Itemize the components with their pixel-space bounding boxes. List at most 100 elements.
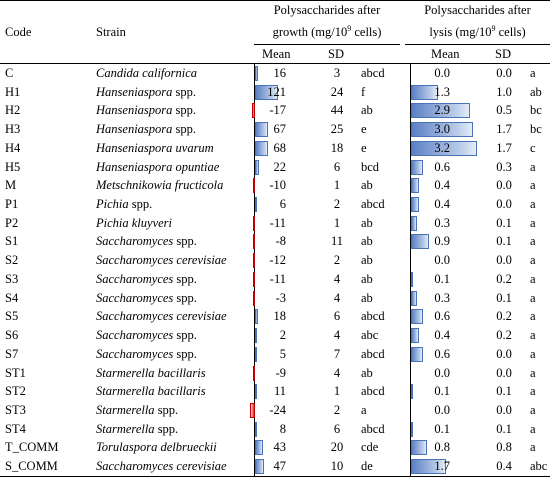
lysis-mean-bar (411, 103, 471, 119)
row-code: S2 (5, 253, 19, 268)
row-strain: Saccharomyces cerevisiae (96, 459, 227, 474)
lysis-sd: 1.7 (496, 140, 512, 155)
lysis-sd: 1.7 (496, 122, 512, 137)
growth-significance: ab (361, 103, 373, 118)
row-strain: Starmerella bacillaris (96, 384, 206, 399)
lysis-mean-bar (411, 159, 424, 175)
growth-mean-bar (255, 328, 257, 344)
lysis-mean: 0.4 (434, 197, 450, 212)
header-lysis-line2: lysis (mg/109 cells) (429, 24, 526, 39)
lysis-subrule (405, 44, 550, 45)
growth-mean: -3 (275, 290, 286, 305)
growth-sd: 44 (330, 103, 344, 118)
growth-sd: 6 (333, 421, 341, 436)
lysis-mean-bar (411, 122, 473, 138)
growth-mean: 11 (273, 384, 286, 399)
growth-sd: 1 (333, 215, 341, 230)
row-strain: Saccharomyces spp. (96, 234, 197, 249)
growth-sd: 6 (333, 309, 341, 324)
growth-mean: 68 (273, 140, 287, 155)
growth-significance: e (361, 140, 367, 155)
growth-sd: 1 (333, 384, 341, 399)
lysis-mean-bar (411, 290, 418, 306)
row-code: S_COMM (5, 459, 58, 474)
lysis-mean: 0.4 (434, 178, 450, 193)
row-strain: Saccharomyces cerevisiae (96, 309, 227, 324)
row-code: H1 (5, 84, 21, 99)
lysis-mean-bar (411, 197, 420, 213)
lysis-significance: a (530, 402, 536, 417)
lysis-significance: a (530, 234, 536, 249)
row-strain: Pichia kluyveri (96, 215, 173, 230)
growth-subrule (254, 44, 400, 45)
lysis-mean: 0.6 (434, 159, 450, 174)
growth-mean: -9 (275, 365, 286, 380)
growth-sd: 10 (330, 459, 344, 474)
growth-mean: 22 (273, 159, 287, 174)
row-strain: Metschnikowia fructicola (96, 178, 224, 193)
growth-significance: f (361, 84, 366, 99)
lysis-significance: a (530, 346, 536, 361)
lysis-mean: 0.0 (434, 402, 450, 417)
growth-significance: ab (361, 234, 373, 249)
lysis-sd: 0.1 (496, 234, 512, 249)
lysis-mean: 0.0 (434, 365, 450, 380)
growth-sd: 4 (333, 328, 341, 343)
lysis-sd: 0.0 (496, 346, 512, 361)
row-code: M (5, 178, 17, 193)
lysis-sd: 1.0 (496, 84, 512, 99)
lysis-mean: 0.1 (434, 271, 450, 286)
growth-significance: a (361, 402, 367, 417)
lysis-sd: 0.2 (496, 309, 512, 324)
row-strain: Hanseniaspora spp. (96, 103, 197, 118)
lysis-significance: a (530, 309, 536, 324)
lysis-sd: 0.1 (496, 421, 512, 436)
growth-significance: abc (361, 328, 379, 343)
lysis-sd: 0.0 (496, 402, 512, 417)
lysis-sd: 0.4 (496, 459, 512, 474)
lysis-bar-axis (410, 64, 411, 477)
lysis-mean: 0.6 (434, 346, 450, 361)
header-lysis-line1: Polysaccharides after (424, 3, 531, 17)
row-code: H5 (5, 159, 21, 174)
growth-mean: 121 (267, 84, 286, 99)
growth-mean: 5 (279, 346, 286, 361)
growth-significance: cde (361, 440, 379, 455)
growth-mean-bar (255, 309, 259, 325)
lysis-sd: 0.0 (496, 365, 512, 380)
lysis-significance: a (530, 197, 536, 212)
growth-mean-bar (251, 103, 255, 119)
lysis-significance: bc (530, 122, 542, 137)
growth-mean-bar (252, 271, 255, 287)
growth-significance: ab (361, 178, 373, 193)
growth-sd: 6 (333, 159, 341, 174)
growth-sd: 24 (330, 84, 344, 99)
growth-mean: 67 (273, 122, 287, 137)
growth-mean-bar (255, 440, 264, 456)
lysis-significance: a (530, 271, 536, 286)
growth-mean-bar (253, 178, 255, 194)
growth-sd: 2 (333, 402, 341, 417)
growth-bar-axis (254, 64, 255, 477)
lysis-sd: 0.1 (496, 290, 512, 305)
growth-mean: 2 (279, 328, 286, 343)
growth-mean-bar (253, 365, 255, 381)
growth-significance: e (361, 122, 367, 137)
growth-mean-bar (250, 402, 255, 418)
lysis-mean: 0.8 (434, 440, 450, 455)
row-strain: Saccharomyces spp. (96, 346, 197, 361)
row-strain: Saccharomyces cerevisiae (96, 253, 227, 268)
lysis-sd: 0.0 (496, 178, 512, 193)
lysis-significance: a (530, 421, 536, 436)
growth-mean-bar (253, 290, 255, 306)
growth-mean: 16 (273, 66, 287, 80)
lysis-significance: bc (530, 103, 542, 118)
lysis-mean-bar (411, 178, 420, 194)
growth-mean: -11 (269, 215, 286, 230)
lysis-sd: 0.0 (496, 66, 512, 80)
row-code: S5 (5, 309, 19, 324)
growth-mean-bar (253, 234, 255, 250)
row-code: ST4 (5, 421, 26, 436)
row-code: S7 (5, 346, 19, 361)
growth-mean: -24 (269, 402, 286, 417)
